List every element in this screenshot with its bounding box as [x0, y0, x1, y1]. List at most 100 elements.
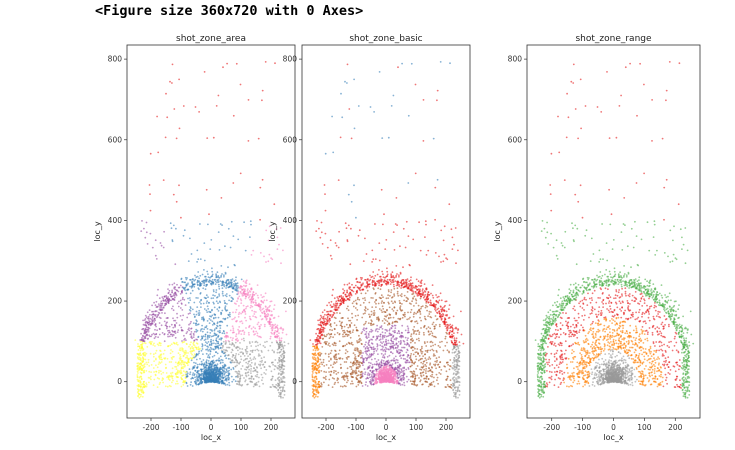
point-left-side-center-lc-: [181, 309, 184, 311]
point-right-side-r-: [245, 349, 247, 351]
point-right-side-r-: [263, 356, 265, 359]
point-left-side-center-lc-: [167, 288, 169, 290]
point-mid-range: [389, 316, 392, 319]
point-left-side-l-: [152, 355, 155, 358]
point-center-c-: [208, 281, 211, 283]
point-center-c-: [217, 334, 220, 337]
point-mid-range: [351, 316, 354, 319]
point-mid-range: [343, 325, 346, 328]
point-center-c-: [213, 317, 215, 319]
point-center-c-: [215, 339, 218, 341]
point-left-side-l-: [147, 361, 150, 364]
point-right-side-center-rc-: [238, 326, 241, 328]
point-right-side-r-: [245, 350, 248, 353]
point-center-c-: [225, 379, 228, 382]
point-mid-range: [418, 377, 420, 379]
point-right-corner-3: [451, 378, 454, 380]
point-center-c-: [210, 380, 213, 383]
point-center-c-: [206, 370, 209, 373]
point-right-side-center-rc-: [267, 313, 269, 315]
point-mid-range: [327, 344, 330, 346]
point-center-c-: [225, 293, 228, 295]
point-center-c-: [229, 246, 232, 249]
point-right-side-r-: [282, 376, 284, 378]
point-center-c-: [197, 336, 200, 338]
point-right-side-center-rc-: [231, 318, 234, 321]
point-mid-range: [344, 344, 347, 347]
point-mid-range: [416, 374, 419, 377]
point-above-the-break-3: [451, 324, 454, 327]
point-mid-range: [415, 320, 418, 323]
point-center-c-: [220, 358, 223, 361]
point-center-c-: [205, 297, 207, 300]
point-right-side-r-: [242, 337, 245, 340]
point-center-c-: [199, 292, 202, 295]
point-center-c-: [201, 280, 203, 283]
point-above-the-break-3: [395, 276, 397, 278]
point-center-c-: [191, 280, 194, 283]
point-above-the-break-3: [339, 302, 341, 305]
point-right-side-center-rc-: [271, 325, 274, 328]
point-left-side-center-lc-: [154, 328, 156, 331]
point-in-the-paint-non-ra-: [369, 362, 372, 365]
point-left-side-center-lc-: [172, 317, 174, 320]
point-mid-range: [435, 373, 438, 376]
point-left-side-l-: [187, 364, 189, 367]
point-mid-range: [421, 305, 424, 307]
point-right-side-center-rc-: [248, 295, 251, 298]
point-above-the-break-3: [324, 209, 327, 212]
point-right-side-r-: [276, 348, 279, 351]
point-in-the-paint-non-ra-: [392, 342, 394, 345]
point-mid-range: [360, 371, 363, 373]
point-mid-range: [353, 324, 356, 327]
point-mid-range: [356, 319, 358, 321]
point-left-side-l-: [180, 385, 183, 388]
point-right-side-r-: [280, 366, 282, 369]
point-left-side-l-: [174, 361, 177, 364]
point-above-the-break-3: [389, 278, 391, 281]
point-right-side-r-: [250, 377, 253, 380]
point-mid-range: [356, 340, 358, 342]
point-center-c-: [194, 362, 197, 365]
point-left-side-center-lc-: [179, 307, 182, 309]
point-center-c-: [198, 277, 201, 280]
point-right-side-r-: [249, 350, 252, 352]
point-right-side-r-: [235, 358, 237, 361]
point-center-c-: [194, 379, 197, 381]
point-right-side-center-rc-: [245, 327, 247, 329]
point-mid-range: [413, 295, 416, 298]
point-right-side-r-: [274, 365, 277, 368]
point-mid-range: [345, 323, 348, 326]
point-left-side-l-: [182, 367, 185, 370]
point-center-c-: [218, 357, 221, 360]
point-above-the-break-3: [435, 303, 437, 306]
point-right-side-center-rc-: [261, 318, 264, 320]
point-right-side-r-: [239, 351, 242, 354]
point-right-side-center-rc-: [278, 339, 281, 342]
point-right-side-center-rc-: [226, 335, 229, 337]
point-mid-range: [413, 371, 416, 373]
point-right-side-center-rc-: [277, 315, 280, 318]
point-mid-range: [423, 333, 425, 336]
point-center-c-: [189, 237, 191, 240]
point-left-side-l-: [152, 344, 155, 346]
point-in-the-paint-non-ra-: [388, 342, 390, 345]
point-right-side-r-: [235, 370, 238, 373]
point-right-side-r-: [237, 380, 240, 383]
point-center-c-: [195, 375, 198, 378]
point-right-side-r-: [248, 341, 251, 343]
point-center-c-: [222, 361, 224, 364]
point-left-side-l-: [159, 350, 162, 352]
point-in-the-paint-non-ra-: [394, 327, 397, 329]
point-right-side-center-rc-: [252, 326, 255, 328]
point-left-side-l-: [178, 370, 181, 373]
point-above-the-break-3: [374, 223, 376, 225]
point-above-the-break-3: [434, 186, 437, 189]
point-center-c-: [185, 292, 188, 295]
point-center-c-: [221, 287, 224, 290]
point-center-c-: [221, 280, 224, 283]
point-left-side-center-lc-: [173, 295, 176, 297]
point-center-c-: [210, 373, 213, 376]
point-left-side-l-: [138, 363, 141, 366]
point-right-side-r-: [281, 343, 283, 346]
